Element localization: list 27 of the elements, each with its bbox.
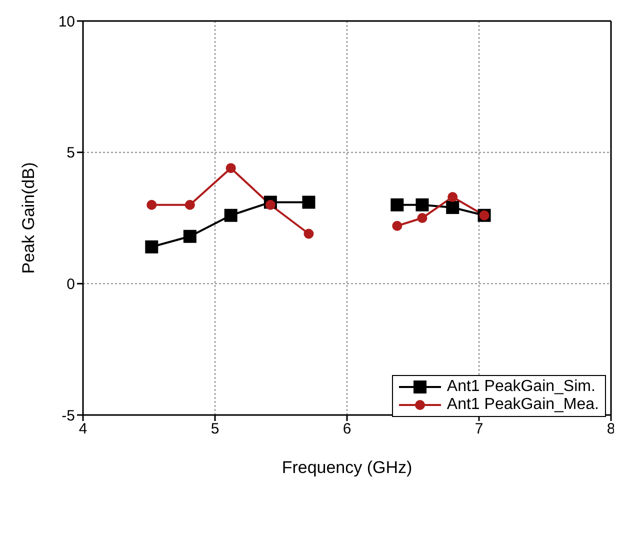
y-axis-title: Peak Gain(dB) <box>19 162 38 274</box>
x-tick-label: 6 <box>342 420 352 438</box>
point <box>146 200 157 210</box>
point <box>226 163 236 174</box>
y-tick-label: -5 <box>62 407 75 424</box>
point <box>392 220 402 231</box>
point <box>448 192 458 202</box>
x-tick-label: 4 <box>78 420 88 438</box>
point <box>183 230 196 243</box>
y-tick-label: 5 <box>66 144 75 162</box>
x-tick-label: 5 <box>210 420 220 438</box>
point <box>184 200 195 210</box>
point <box>224 208 238 222</box>
point <box>416 198 429 212</box>
point <box>302 196 316 209</box>
legend-label: Ant1 PeakGain_Sim. <box>446 378 596 396</box>
point <box>390 198 404 212</box>
point <box>304 228 314 239</box>
x-tick-label: 7 <box>474 420 484 438</box>
x-axis-title: Frequency (GHz) <box>282 458 412 477</box>
y-tick-label: 0 <box>66 276 75 293</box>
point <box>265 200 276 210</box>
legend-label: Ant1 PeakGain_Mea. <box>446 396 599 414</box>
point <box>417 213 428 223</box>
point <box>145 240 158 254</box>
point <box>446 200 460 214</box>
y-tick-label: 10 <box>58 13 75 30</box>
